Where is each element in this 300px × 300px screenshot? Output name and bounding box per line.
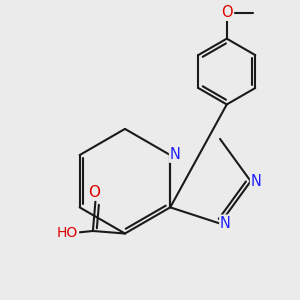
Text: HO: HO bbox=[57, 226, 78, 240]
Text: O: O bbox=[221, 5, 232, 20]
Text: N: N bbox=[170, 147, 181, 162]
Text: N: N bbox=[251, 174, 262, 189]
Text: O: O bbox=[88, 185, 101, 200]
Text: N: N bbox=[220, 215, 231, 230]
